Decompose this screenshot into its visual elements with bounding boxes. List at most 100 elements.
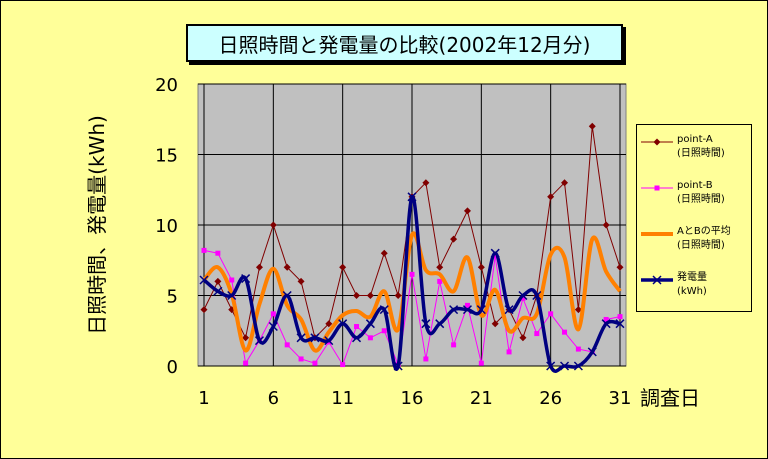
data-point: [478, 360, 484, 366]
y-axis-title-wrapper: 日照時間、発電量(kWh): [85, 115, 109, 335]
legend-swatch: [641, 185, 673, 191]
data-point: [354, 324, 360, 330]
data-point: [462, 305, 472, 315]
x-tick-label: 16: [401, 388, 424, 409]
data-point: [201, 247, 207, 253]
data-point: [243, 360, 249, 366]
data-point: [380, 249, 388, 257]
y-tick-label: 15: [155, 146, 178, 167]
data-point: [393, 361, 403, 371]
legend-label: AとBの平均 (日照時間): [677, 225, 731, 253]
x-tick-label: 6: [268, 388, 279, 409]
y-tick-label: 10: [155, 216, 178, 237]
y-tick-label: 5: [167, 287, 178, 308]
data-point: [214, 277, 222, 285]
y-axis-title: 日照時間、発電量(kWh): [85, 115, 109, 335]
legend-label-line: (日照時間): [677, 148, 725, 159]
data-point: [574, 306, 582, 314]
legend-label-line: AとBの平均: [677, 226, 731, 237]
legend-item: 発電量 (kWh): [641, 271, 751, 299]
data-point: [463, 207, 471, 215]
data-point: [451, 342, 457, 348]
data-point: [340, 362, 346, 368]
data-point: [213, 286, 223, 296]
data-point: [296, 333, 306, 343]
y-tick-label: 20: [155, 75, 178, 96]
data-point: [491, 320, 499, 328]
data-point: [227, 290, 237, 301]
data-point: [490, 248, 500, 258]
data-point: [242, 334, 250, 342]
data-point: [338, 319, 348, 329]
data-point: [365, 319, 375, 329]
legend-item: point-B (日照時間): [641, 179, 751, 207]
data-point: [298, 356, 304, 362]
data-point: [310, 333, 320, 343]
data-point: [268, 321, 278, 332]
x-tick-label: 11: [331, 388, 354, 409]
data-point: [601, 319, 611, 329]
data-point: [562, 329, 568, 335]
data-point: [423, 356, 429, 362]
legend-label-line: point-B: [677, 180, 713, 191]
chart-legend: point-A (日照時間) point-B (日照時間) AとBの平均 (日照時間) 発電…: [636, 124, 752, 312]
data-point: [603, 316, 609, 322]
data-point: [407, 192, 417, 202]
data-point: [617, 314, 623, 320]
data-point: [602, 221, 610, 229]
data-point: [548, 311, 554, 317]
data-point: [283, 263, 291, 271]
legend-item: point-A (日照時間): [641, 133, 751, 161]
data-point: [254, 336, 264, 346]
data-point: [532, 290, 542, 301]
data-point: [519, 334, 527, 342]
data-point: [560, 361, 570, 371]
data-point: [353, 292, 361, 299]
data-point: [199, 275, 209, 285]
y-tick-label: 0: [167, 357, 178, 378]
chart-title: 日照時間と発電量の比較(2002年12月分): [186, 24, 623, 62]
data-point: [573, 361, 583, 371]
legend-label: 発電量 (kWh): [677, 271, 707, 299]
data-point: [215, 250, 221, 256]
legend-label: point-B (日照時間): [677, 179, 725, 207]
data-point: [325, 320, 333, 328]
data-point: [421, 319, 431, 329]
data-point: [297, 277, 305, 285]
data-point: [282, 290, 292, 301]
data-point: [284, 342, 290, 348]
data-point: [367, 335, 373, 341]
data-point: [547, 193, 555, 201]
data-point: [324, 336, 334, 346]
data-point: [379, 305, 389, 315]
data-point: [518, 290, 528, 301]
data-point: [504, 305, 514, 315]
x-tick-label: 26: [539, 388, 562, 409]
data-point: [437, 278, 443, 284]
data-point: [520, 295, 526, 301]
data-point: [366, 292, 374, 299]
data-point: [381, 328, 387, 334]
data-point: [534, 331, 540, 337]
data-point: [241, 274, 251, 284]
data-point: [449, 305, 459, 315]
legend-swatch: [641, 138, 673, 146]
x-tick-label: 31: [609, 388, 632, 409]
data-point: [476, 305, 486, 315]
x-tick-label: 21: [470, 388, 493, 409]
legend-swatch: [641, 232, 673, 236]
data-point: [464, 302, 470, 308]
legend-label-line: 発電量: [677, 272, 707, 283]
data-point: [575, 346, 581, 352]
data-point: [477, 263, 485, 271]
data-point: [255, 263, 263, 271]
legend-label: point-A (日照時間): [677, 133, 725, 161]
data-point: [312, 360, 318, 366]
data-point: [588, 122, 596, 130]
data-point: [352, 333, 362, 343]
data-point: [450, 235, 458, 243]
legend-label-line: (日照時間): [677, 240, 725, 251]
data-point: [422, 179, 430, 187]
legend-swatch: [641, 275, 673, 285]
